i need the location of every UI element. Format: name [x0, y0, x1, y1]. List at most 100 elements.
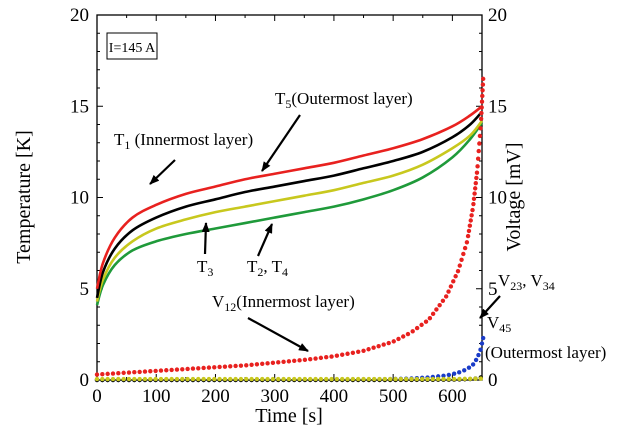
data-point	[468, 218, 473, 223]
data-point	[361, 376, 366, 382]
data-point	[478, 116, 484, 122]
data-point	[324, 376, 329, 382]
data-point	[308, 356, 313, 362]
data-point	[382, 376, 388, 382]
data-point	[345, 376, 350, 382]
data-point	[480, 88, 485, 93]
series-dots-v12	[94, 76, 486, 377]
data-point	[174, 376, 180, 382]
data-point	[217, 376, 222, 382]
data-point	[265, 361, 270, 366]
data-point	[334, 353, 340, 358]
data-point	[169, 367, 174, 373]
data-point	[381, 342, 386, 347]
annotation-arrow-v12	[247, 317, 309, 352]
data-point	[401, 334, 406, 339]
data-point	[238, 363, 244, 368]
data-point	[254, 376, 260, 382]
data-point	[419, 376, 425, 382]
data-point	[324, 355, 329, 360]
annotation-t2-t4: T2, T4	[247, 257, 288, 279]
data-point	[446, 372, 452, 378]
data-point	[110, 371, 116, 376]
data-point	[329, 354, 334, 359]
data-point	[425, 376, 430, 382]
data-point	[480, 93, 485, 99]
data-point	[164, 368, 169, 373]
data-point	[466, 228, 472, 234]
data-point	[361, 348, 366, 353]
data-point	[276, 360, 281, 365]
data-point	[137, 369, 142, 375]
data-point	[185, 366, 190, 372]
y-tick-label-left: 20	[70, 5, 89, 26]
data-point	[473, 357, 479, 363]
right-axis: 0 5 10 15 20	[476, 5, 507, 391]
data-point	[480, 335, 486, 341]
data-point	[105, 371, 110, 377]
data-point	[302, 376, 308, 382]
data-point	[201, 376, 206, 382]
data-point	[142, 369, 148, 374]
data-point	[451, 279, 456, 284]
data-point	[116, 371, 121, 376]
data-point	[457, 370, 462, 375]
data-point	[244, 376, 249, 382]
data-point	[265, 376, 270, 382]
data-point	[249, 362, 254, 367]
data-point	[313, 376, 318, 382]
data-point	[345, 351, 350, 356]
data-point	[254, 362, 260, 367]
data-point	[356, 349, 361, 354]
data-point	[469, 213, 474, 218]
data-point	[448, 284, 454, 289]
data-point	[437, 302, 442, 308]
x-tick-label: 600	[438, 386, 467, 407]
data-point	[446, 376, 452, 382]
data-point	[244, 363, 249, 368]
series-dots-v23-v34	[94, 335, 486, 383]
voltage-series	[94, 76, 486, 383]
annotation-v45-line2: (Outermost layer)	[485, 343, 606, 362]
data-point	[409, 376, 414, 382]
data-point	[94, 376, 100, 382]
data-point	[228, 364, 233, 369]
data-point	[196, 376, 201, 382]
data-point	[470, 362, 476, 367]
data-point	[121, 376, 126, 382]
data-point	[443, 294, 449, 299]
x-axis-title: Time [s]	[255, 405, 323, 427]
data-point	[212, 376, 217, 382]
data-point	[158, 368, 164, 373]
annotation-arrow-t5	[261, 114, 301, 172]
data-point	[462, 245, 468, 251]
y-axis-title-right: Voltage [mV]	[503, 142, 525, 251]
annotation-t1: T1 (Innermost layer)	[114, 130, 253, 152]
data-point	[260, 361, 265, 367]
data-point	[473, 180, 478, 186]
data-point	[222, 364, 228, 369]
y-tick-label-right: 0	[488, 370, 498, 391]
data-point	[376, 343, 381, 349]
condition-box: I=145 A	[106, 32, 158, 60]
data-point	[228, 376, 233, 382]
data-point	[471, 201, 476, 207]
annotation-v45: V45	[487, 313, 511, 335]
data-point	[479, 110, 484, 116]
series-line-t2-t4	[95, 121, 484, 306]
data-point	[185, 376, 190, 382]
data-point	[435, 376, 441, 382]
data-point	[249, 376, 254, 382]
data-point	[276, 376, 281, 382]
data-point	[377, 376, 382, 382]
annotation-t5: T5(Outermost layer)	[275, 89, 413, 111]
data-point	[126, 376, 132, 382]
data-point	[440, 298, 446, 303]
x-tick-label: 0	[92, 386, 102, 407]
data-point	[148, 369, 153, 374]
data-point	[430, 311, 436, 317]
data-point	[238, 376, 244, 382]
data-point	[371, 345, 376, 350]
data-point	[465, 233, 471, 239]
data-point	[475, 164, 480, 169]
